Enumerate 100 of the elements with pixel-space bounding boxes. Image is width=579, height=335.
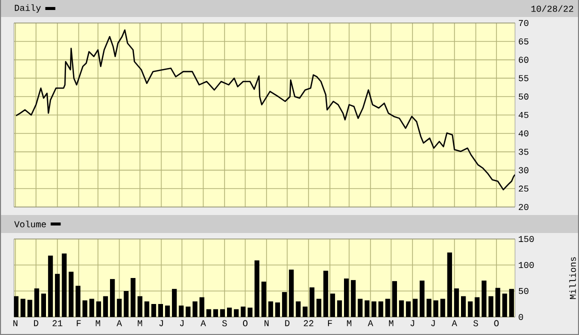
bar [103, 296, 108, 317]
x-tick-label: D [285, 320, 290, 326]
x-tick-label: A [368, 320, 374, 326]
bar [399, 300, 404, 317]
x-tick-label: M [138, 320, 142, 326]
x-tick-label: A [116, 320, 122, 326]
bar [502, 294, 508, 317]
x-tick-label: O [494, 320, 499, 326]
y-tick-label: 25 [518, 186, 528, 192]
bar [116, 298, 122, 317]
bar [468, 301, 473, 317]
y-tick-label: 55 [518, 75, 528, 82]
bar [495, 288, 500, 317]
y-tick-label: 45 [518, 112, 528, 118]
bar [62, 254, 67, 317]
bar [206, 309, 212, 317]
bar [433, 300, 438, 317]
bar [372, 301, 376, 317]
bar [124, 291, 129, 317]
x-tick-label: D [34, 320, 38, 326]
bar [420, 280, 425, 317]
bar [330, 294, 336, 317]
bar [240, 306, 246, 317]
bar [261, 282, 266, 317]
bar [412, 298, 418, 317]
bar [310, 287, 314, 317]
y-tick-label: 70 [518, 20, 528, 26]
y-tick-label: 60 [518, 56, 528, 63]
bar [392, 281, 397, 317]
bar [358, 298, 363, 317]
bar [426, 298, 432, 317]
bar [68, 272, 74, 317]
bar [337, 300, 342, 317]
bar [268, 301, 274, 317]
bar [275, 302, 280, 317]
bar [509, 288, 514, 317]
text: 10/28/22 [531, 5, 574, 12]
x-tick-label: M [389, 320, 394, 326]
bar [172, 288, 177, 317]
x-tick-label: 22 [304, 320, 314, 326]
bar [199, 297, 204, 317]
y-tick-label: 35 [518, 148, 528, 155]
y-tick-label: 100 [518, 262, 534, 268]
bar [186, 306, 191, 317]
y-tick-label: 50 [518, 94, 528, 100]
bar [82, 300, 88, 317]
y-tick-label: 0 [518, 314, 524, 320]
x-tick-label: J [180, 320, 184, 326]
bar [34, 288, 40, 317]
bar [344, 278, 349, 317]
bar [385, 298, 390, 317]
y-tick-label: 50 [518, 288, 528, 294]
x-tick-label: S [473, 320, 478, 326]
x-tick-label: J [159, 320, 163, 326]
bar [48, 256, 53, 317]
bar [27, 300, 32, 317]
bar [178, 306, 184, 317]
bar [296, 301, 301, 317]
bar [254, 260, 260, 317]
bar [288, 270, 294, 317]
bar [20, 298, 26, 317]
bar [406, 301, 411, 317]
bar [165, 306, 170, 317]
bar [54, 274, 60, 317]
legend-label: Volume [14, 220, 46, 228]
y-axis-title: Millions [569, 257, 576, 299]
bar [138, 296, 142, 317]
x-tick-label: S [222, 320, 227, 326]
bar [474, 297, 480, 317]
bar [364, 300, 370, 317]
x-tick-label: A [200, 320, 206, 326]
x-tick-label: A [452, 320, 458, 326]
bar [323, 270, 328, 317]
x-tick-label: F [76, 320, 81, 326]
bar [282, 292, 287, 317]
line-series [15, 29, 516, 190]
x-tick-label: O [243, 320, 248, 326]
y-tick-label: 40 [518, 130, 528, 136]
bar [76, 286, 80, 317]
bar [460, 296, 466, 317]
bar [234, 309, 239, 317]
x-tick-label: N [13, 320, 18, 326]
bar [213, 309, 218, 317]
bar [350, 280, 356, 317]
bar [378, 301, 384, 317]
bar [488, 296, 494, 317]
bar [302, 306, 308, 317]
bar [158, 304, 163, 317]
bar [192, 301, 198, 317]
bar [454, 288, 459, 317]
bar [440, 298, 446, 317]
bar [96, 301, 102, 317]
bar [144, 301, 150, 317]
bar [227, 308, 232, 317]
x-tick-label: 21 [52, 320, 62, 326]
x-tick-label: J [410, 320, 414, 326]
y-tick-label: 65 [518, 38, 528, 44]
y-tick-label: 30 [518, 167, 528, 174]
bar [41, 294, 46, 317]
bar [130, 278, 136, 317]
